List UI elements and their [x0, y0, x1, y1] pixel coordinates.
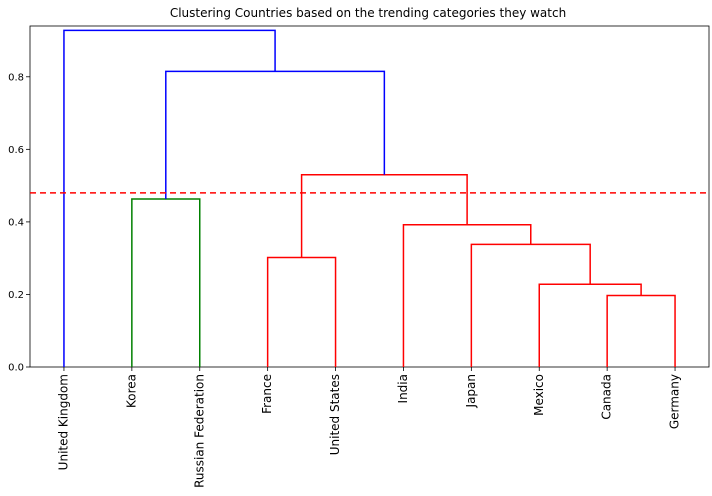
leaf-label: Japan: [464, 374, 478, 408]
y-tick-label: 0.2: [8, 290, 24, 301]
leaf-label: United Kingdom: [56, 374, 70, 470]
plot-frame: [29, 25, 710, 368]
dendrogram-link: [402, 224, 532, 367]
y-tick-label: 0.8: [8, 72, 24, 83]
leaf-label: United States: [328, 374, 342, 455]
dendrogram-link: [606, 294, 676, 367]
leaf-label: France: [260, 374, 274, 414]
leaf-label: Germany: [668, 374, 682, 429]
x-axis: United Kingdom Korea Russian Federation Fra…: [56, 367, 682, 488]
dendrogram-link: [300, 173, 468, 258]
dendrogram-link: [470, 243, 591, 367]
y-tick-label: 0.0: [8, 363, 24, 374]
links-layer: [63, 29, 676, 367]
dendrogram-link: [266, 256, 337, 367]
y-tick-label: 0.4: [8, 217, 24, 228]
leaf-label: India: [396, 374, 410, 403]
chart-title: Clustering Countries based on the trendi…: [170, 6, 566, 20]
dendrogram-link: [63, 29, 276, 367]
leaf-label: Mexico: [532, 374, 546, 416]
leaf-label: Canada: [600, 374, 614, 420]
leaf-label: Russian Federation: [192, 374, 206, 488]
leaf-label: Korea: [124, 374, 138, 408]
dendrogram-link: [131, 198, 201, 367]
dendrogram-link: [538, 283, 642, 367]
y-tick-label: 0.6: [8, 145, 24, 156]
y-axis: 0.0 0.2 0.4 0.6 0.8: [8, 72, 30, 374]
dendrogram-link: [165, 70, 386, 200]
